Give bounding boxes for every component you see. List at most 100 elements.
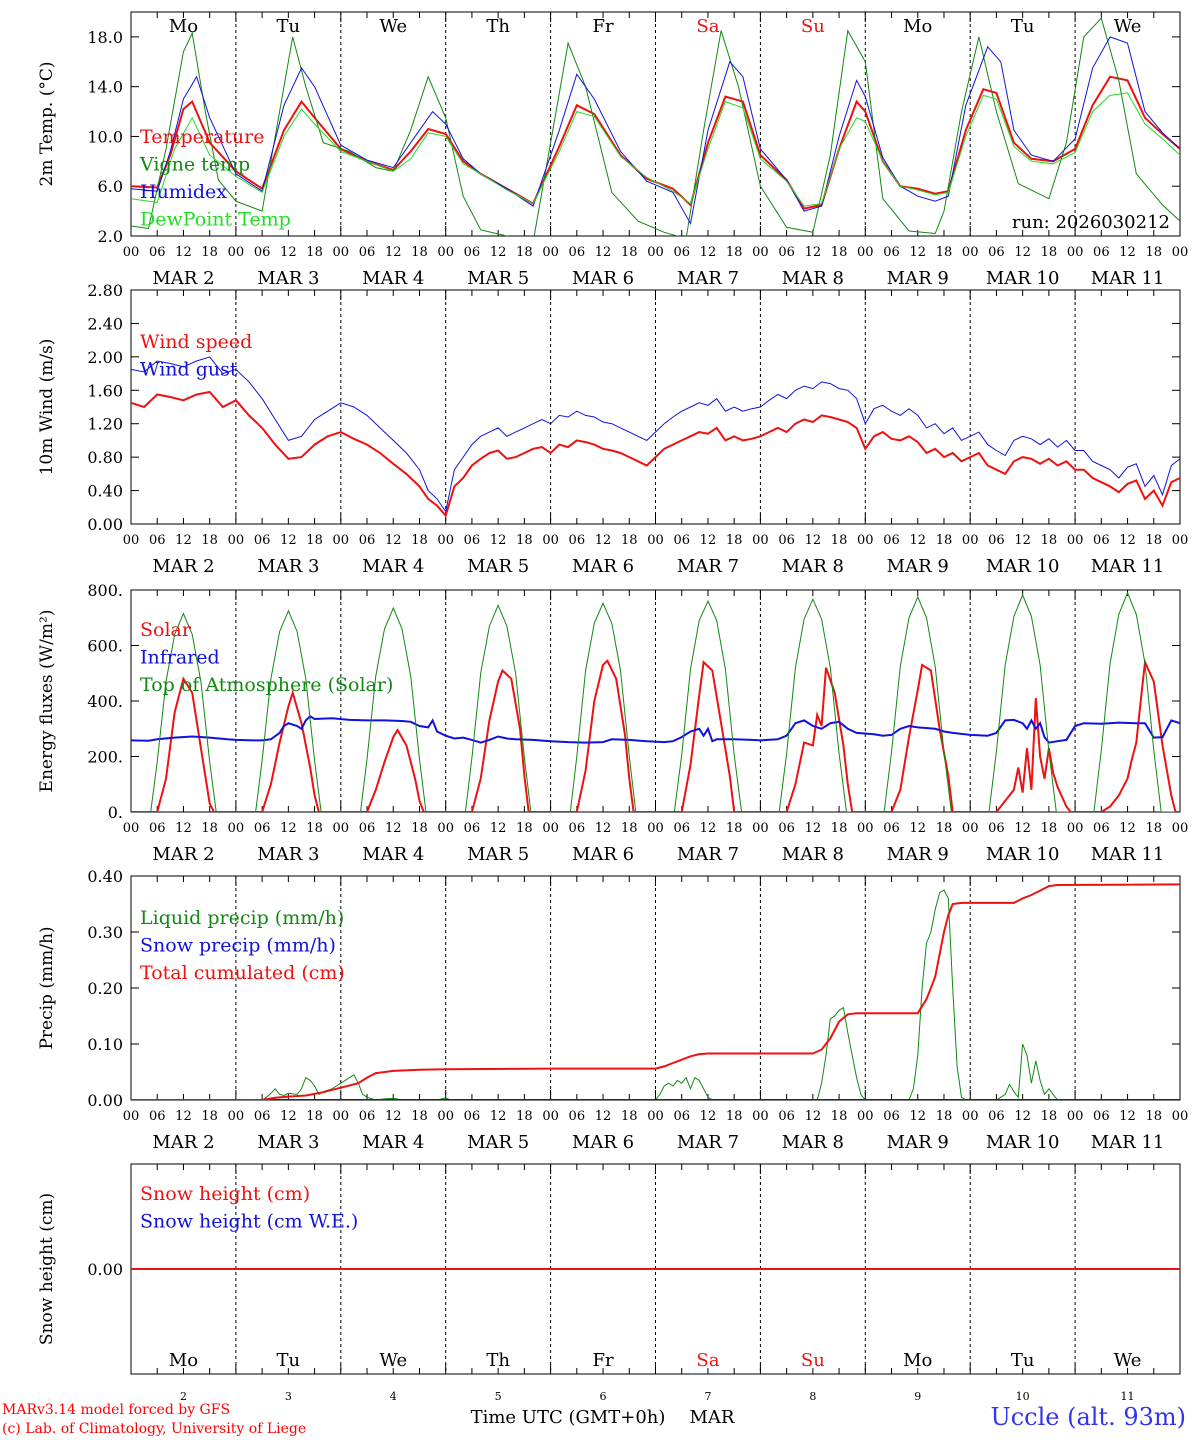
panel1-date-label: MAR 10 — [986, 268, 1060, 289]
panel1-hour-label: 18 — [831, 245, 848, 260]
panel1-ytick-label: 6.0 — [98, 177, 123, 196]
panel4-legend-total-cumulated-cm-: Total cumulated (cm) — [140, 962, 345, 984]
panel4-date-label: MAR 4 — [362, 1132, 424, 1153]
bottom-weekday-label: Fr — [593, 1350, 614, 1371]
panel2-hour-label: 18 — [306, 533, 323, 548]
panel1-date-label: MAR 2 — [152, 268, 214, 289]
panel3-hour-label: 00 — [437, 821, 454, 836]
panel3-hour-label: 18 — [201, 821, 218, 836]
panel1-hour-label: 12 — [385, 245, 402, 260]
panel4-hour-label: 00 — [647, 1109, 664, 1124]
panel2-hour-label: 00 — [542, 533, 559, 548]
panel3-hour-label: 00 — [1067, 821, 1084, 836]
panel4-hour-label: 00 — [123, 1109, 140, 1124]
panel2-hour-label: 00 — [857, 533, 874, 548]
panel2-hour-label: 12 — [700, 533, 717, 548]
panel4-hour-label: 18 — [621, 1109, 638, 1124]
panel1-hour-label: 18 — [621, 245, 638, 260]
credit-model: MARv3.14 model forced by GFS — [2, 1402, 231, 1418]
panel1-hour-label: 18 — [411, 245, 428, 260]
panel2-hour-label: 06 — [883, 533, 900, 548]
panel1-date-label: MAR 9 — [887, 268, 949, 289]
weekday-label: Fr — [593, 16, 614, 37]
panel1-date-label: MAR 6 — [572, 268, 634, 289]
panel1-hour-label: 06 — [1093, 245, 1110, 260]
panel2-date-label: MAR 4 — [362, 556, 424, 577]
bottom-weekday-label: We — [1114, 1350, 1142, 1371]
panel4-date-label: MAR 8 — [782, 1132, 844, 1153]
panel4-hour-label: 18 — [306, 1109, 323, 1124]
panel4-hour-label: 12 — [175, 1109, 192, 1124]
panel1-hour-label: 00 — [1172, 245, 1189, 260]
panel2-date-label: MAR 10 — [986, 556, 1060, 577]
panel1-hour-label: 18 — [201, 245, 218, 260]
panel2-ylabel: 10m Wind (m/s) — [37, 339, 57, 476]
panel2-hour-label: 12 — [280, 533, 297, 548]
panel5-ytick-label: 0.00 — [87, 1260, 123, 1279]
panel4-date-label: MAR 3 — [257, 1132, 319, 1153]
panel1-hour-label: 12 — [1119, 245, 1136, 260]
panel3-hour-label: 18 — [411, 821, 428, 836]
panel2-date-label: MAR 7 — [677, 556, 739, 577]
panel3-hour-label: 18 — [621, 821, 638, 836]
panel1-series-humidex — [131, 36, 1180, 226]
panel2-hour-label: 18 — [516, 533, 533, 548]
weekday-label: Mo — [903, 16, 932, 37]
panel2-hour-label: 12 — [175, 533, 192, 548]
panel3-hour-label: 06 — [1093, 821, 1110, 836]
weekday-label: Sa — [696, 16, 719, 37]
panel1-hour-label: 06 — [149, 245, 166, 260]
panel1-hour-label: 06 — [464, 245, 481, 260]
panel1-legend-vigne-temp: Vigne temp — [139, 154, 250, 176]
panel3-date-label: MAR 7 — [677, 844, 739, 865]
panel4-hour-label: 18 — [201, 1109, 218, 1124]
weekday-label: Th — [486, 16, 510, 37]
panel3-hour-label: 18 — [306, 821, 323, 836]
panel4-hour-label: 00 — [1172, 1109, 1189, 1124]
panel2-legend-wind-speed: Wind speed — [140, 331, 252, 353]
panel5-legend-snow-height-cm-: Snow height (cm) — [140, 1183, 310, 1205]
panel2-hour-label: 12 — [385, 533, 402, 548]
panel2-hour-label: 12 — [595, 533, 612, 548]
panel2-series-wind-gust — [131, 356, 1180, 513]
panel2-hour-label: 18 — [1146, 533, 1163, 548]
panel4-date-label: MAR 2 — [152, 1132, 214, 1153]
panel1-hour-label: 06 — [359, 245, 376, 260]
panel4-hour-label: 12 — [595, 1109, 612, 1124]
panel4-hour-label: 06 — [1093, 1109, 1110, 1124]
panel4-ytick-label: 0.00 — [87, 1091, 123, 1110]
panel3-hour-label: 06 — [988, 821, 1005, 836]
panel4-date-label: MAR 5 — [467, 1132, 529, 1153]
panel2-hour-label: 00 — [1172, 533, 1189, 548]
panel2-hour-label: 18 — [621, 533, 638, 548]
panel4-hour-label: 00 — [437, 1109, 454, 1124]
panel1-hour-label: 18 — [1041, 245, 1058, 260]
panel4-hour-label: 06 — [988, 1109, 1005, 1124]
panel5-legend-snow-height-cm-w-e-: Snow height (cm W.E.) — [140, 1211, 358, 1233]
bottom-weekday-label: Mo — [169, 1350, 198, 1371]
panel1-series-vigne-temp — [131, 17, 1180, 236]
panel2-date-label: MAR 5 — [467, 556, 529, 577]
panel1-hour-label: 00 — [437, 245, 454, 260]
panel3-legend-infrared: Infrared — [140, 647, 220, 669]
panel2-hour-label: 00 — [123, 533, 140, 548]
panel3-date-label: MAR 10 — [986, 844, 1060, 865]
panel1-hour-label: 18 — [1146, 245, 1163, 260]
panel2-hour-label: 06 — [1093, 533, 1110, 548]
run-label: run: 2026030212 — [1012, 212, 1170, 233]
panel2-ytick-label: 2.00 — [87, 348, 123, 367]
panel2-hour-label: 18 — [411, 533, 428, 548]
panel2-hour-label: 06 — [778, 533, 795, 548]
panel1-legend-temperature: Temperature — [140, 126, 264, 148]
panel3-hour-label: 00 — [1172, 821, 1189, 836]
panel4-hour-label: 00 — [1067, 1109, 1084, 1124]
panel1-hour-label: 00 — [123, 245, 140, 260]
day-number-label: 3 — [285, 1390, 292, 1403]
panel2-hour-label: 00 — [752, 533, 769, 548]
panel2-hour-label: 12 — [1014, 533, 1031, 548]
panel3-hour-label: 00 — [542, 821, 559, 836]
panel2-hour-label: 06 — [149, 533, 166, 548]
bottom-weekday-label: Mo — [903, 1350, 932, 1371]
panel2-date-label: MAR 11 — [1091, 556, 1165, 577]
panel1-hour-label: 12 — [909, 245, 926, 260]
